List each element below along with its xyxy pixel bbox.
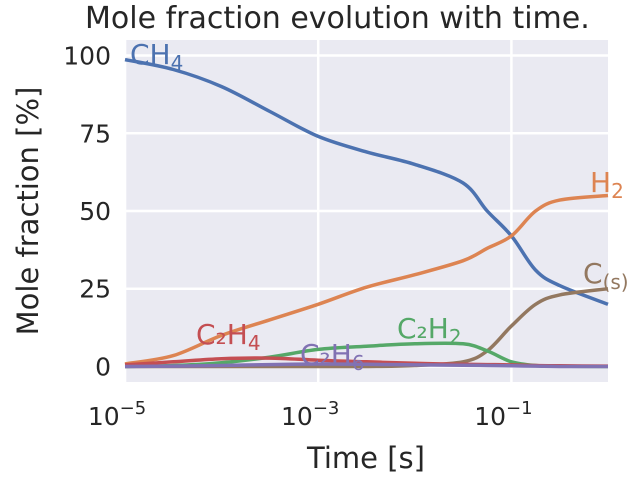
- x-tick-labels: 10−5 10−3 10−1: [88, 398, 533, 431]
- x-tick-label: 10−5: [88, 398, 146, 431]
- series-line-h2: [124, 193, 609, 366]
- series-label-ch4: CH4: [130, 38, 183, 75]
- series-label-c2h6: C₂H6: [300, 338, 365, 375]
- y-axis-label: Mole fraction [%]: [11, 87, 45, 336]
- series-label-h2: H2: [590, 166, 624, 203]
- y-tick-label: 50: [79, 197, 111, 226]
- y-tick-label: 100: [63, 42, 111, 71]
- y-tick-labels: 0 25 50 75 100: [63, 42, 111, 382]
- x-tick-label: 10−3: [281, 398, 339, 431]
- y-tick-label: 75: [79, 119, 111, 148]
- series-line-c2h6: [124, 362, 608, 369]
- series-label-c2h2: C₂H2: [397, 312, 462, 349]
- y-tick-label: 0: [95, 352, 111, 381]
- chart-title: Mole fraction evolution with time.: [85, 1, 590, 36]
- series-labels: CH4 H2 C(s) C₂H2 C₂H4 C₂H6: [130, 38, 629, 375]
- series-label-c2h4: C₂H4: [196, 318, 261, 355]
- series-lines: [124, 57, 609, 369]
- x-axis-label: Time [s]: [306, 441, 425, 475]
- series-line-ch4: [124, 57, 609, 306]
- series-label-cs: C(s): [583, 257, 629, 294]
- x-tick-label: 10−1: [474, 398, 532, 431]
- y-tick-label: 25: [79, 275, 111, 304]
